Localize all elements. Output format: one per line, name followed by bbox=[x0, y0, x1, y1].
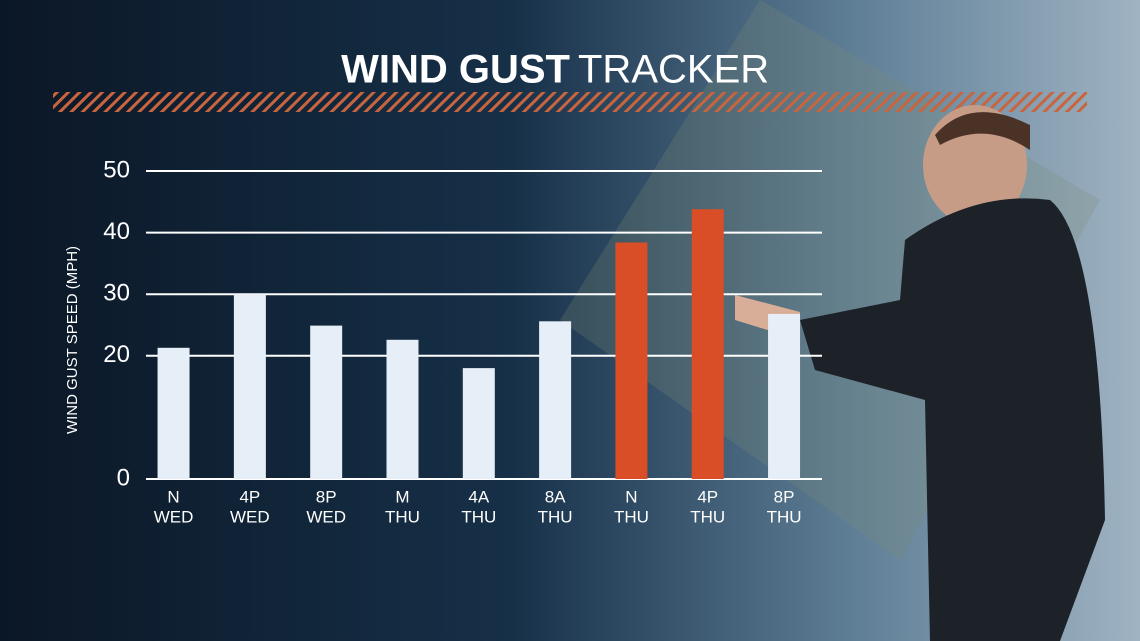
x-tick-sublabel: THU bbox=[538, 507, 573, 526]
chart-title-suffix: TRACKER bbox=[578, 48, 769, 92]
x-tick-label: 4A bbox=[468, 487, 489, 506]
bar bbox=[157, 347, 190, 479]
y-axis-label: WIND GUST SPEED (MPH) bbox=[64, 246, 81, 434]
x-tick-label: 8P bbox=[774, 487, 795, 506]
x-tick-label: 4P bbox=[697, 487, 718, 506]
bar bbox=[691, 209, 724, 479]
y-tick-label: 30 bbox=[103, 280, 130, 307]
x-tick-label: N bbox=[625, 487, 637, 506]
y-tick-label: 50 bbox=[103, 156, 130, 183]
y-tick-label: 0 bbox=[117, 464, 130, 491]
chart-title: WIND GUST bbox=[341, 48, 570, 92]
bar bbox=[462, 368, 495, 479]
x-tick-sublabel: WED bbox=[230, 507, 270, 526]
bar bbox=[233, 294, 266, 479]
x-tick-sublabel: THU bbox=[614, 507, 649, 526]
y-tick-label: 40 bbox=[103, 218, 130, 245]
y-tick-label: 20 bbox=[103, 341, 130, 368]
x-tick-sublabel: THU bbox=[767, 507, 802, 526]
bar bbox=[386, 339, 419, 479]
bar bbox=[539, 321, 572, 479]
bar bbox=[615, 242, 648, 479]
title-stripe bbox=[53, 92, 1087, 112]
x-tick-sublabel: THU bbox=[461, 507, 496, 526]
x-tick-sublabel: THU bbox=[385, 507, 420, 526]
x-tick-sublabel: WED bbox=[306, 507, 346, 526]
x-tick-label: M bbox=[395, 487, 409, 506]
x-tick-label: 8A bbox=[545, 487, 566, 506]
x-tick-label: N bbox=[167, 487, 179, 506]
x-tick-sublabel: THU bbox=[690, 507, 725, 526]
x-tick-label: 4P bbox=[239, 487, 260, 506]
x-tick-sublabel: WED bbox=[154, 507, 194, 526]
bar bbox=[310, 325, 343, 479]
bar bbox=[768, 313, 801, 479]
x-tick-label: 8P bbox=[316, 487, 337, 506]
presenter bbox=[735, 105, 1105, 641]
